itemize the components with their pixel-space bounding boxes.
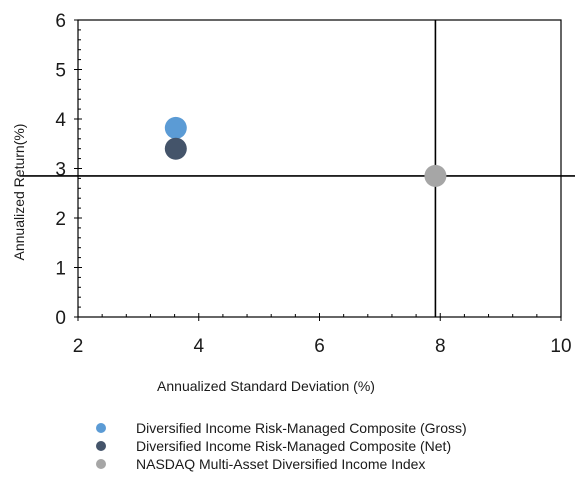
y-tick-label: 6 [55, 11, 66, 32]
legend-swatch-index [96, 459, 106, 469]
legend-label-gross: Diversified Income Risk-Managed Composit… [136, 420, 467, 436]
legend-item-net: Diversified Income Risk-Managed Composit… [96, 437, 467, 455]
data-point-series-1 [164, 116, 187, 139]
data-point-series-3 [424, 164, 447, 187]
x-axis-title: Annualized Standard Deviation (%) [157, 378, 375, 394]
legend-item-index: NASDAQ Multi-Asset Diversified Income In… [96, 455, 467, 473]
y-tick-label: 4 [55, 110, 66, 131]
y-tick-label: 2 [55, 209, 66, 230]
y-tick-label: 0 [55, 308, 66, 329]
x-tick-label: 8 [435, 336, 446, 357]
data-point-series-2 [164, 137, 187, 160]
y-tick-label: 3 [55, 160, 66, 181]
plot-frame [77, 19, 562, 318]
legend-swatch-gross [96, 423, 106, 433]
legend: Diversified Income Risk-Managed Composit… [96, 419, 467, 473]
legend-item-gross: Diversified Income Risk-Managed Composit… [96, 419, 467, 437]
legend-swatch-net [96, 441, 106, 451]
data-points [164, 116, 447, 187]
x-tick-label: 4 [193, 336, 204, 357]
x-axis-ticks: 2 4 6 8 10 [73, 313, 572, 357]
y-tick-label: 1 [55, 259, 66, 280]
legend-label-net: Diversified Income Risk-Managed Composit… [136, 438, 452, 454]
y-axis-title: Annualized Return(%) [11, 124, 27, 261]
y-axis-ticks: 0 1 2 3 4 5 6 [55, 11, 82, 329]
x-tick-label: 10 [550, 336, 571, 357]
y-tick-label: 5 [55, 61, 66, 82]
legend-label-index: NASDAQ Multi-Asset Diversified Income In… [136, 456, 426, 472]
x-tick-label: 6 [314, 336, 325, 357]
x-tick-label: 2 [73, 336, 84, 357]
scatter-chart: 0 1 2 3 4 5 6 2 4 6 8 10 Annualized Standard Devia… [11, 11, 575, 394]
